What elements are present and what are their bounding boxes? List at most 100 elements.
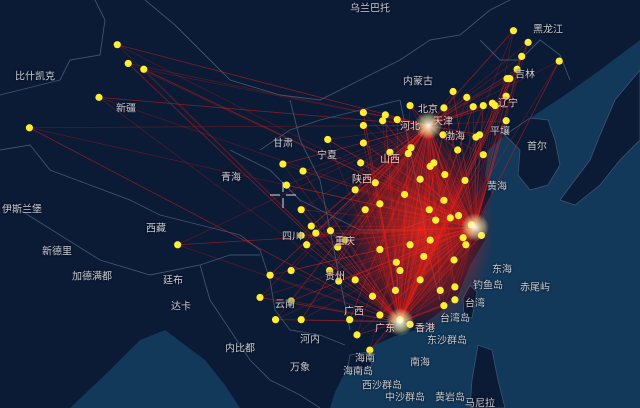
city-dot[interactable]	[509, 27, 518, 35]
city-dot[interactable]	[346, 316, 354, 324]
city-dot[interactable]	[555, 57, 563, 65]
city-dot[interactable]	[379, 117, 387, 125]
city-dot[interactable]	[430, 159, 438, 167]
city-dot[interactable]	[393, 115, 401, 124]
city-dot[interactable]	[287, 266, 295, 275]
city-dot[interactable]	[425, 206, 433, 214]
city-dot[interactable]	[440, 196, 448, 204]
city-dot[interactable]	[376, 311, 384, 319]
city-dot[interactable]	[479, 151, 487, 159]
city-dot[interactable]	[451, 296, 459, 304]
city-dot[interactable]	[407, 144, 415, 152]
city-dot[interactable]	[113, 41, 121, 49]
city-dot[interactable]	[312, 229, 320, 237]
city-dot[interactable]	[366, 346, 374, 354]
city-dot[interactable]	[376, 245, 384, 254]
city-dot[interactable]	[396, 266, 404, 275]
city-dot[interactable]	[392, 258, 400, 266]
city-dot[interactable]	[461, 176, 469, 185]
place-label: 辽宁	[498, 98, 518, 110]
city-dot[interactable]	[359, 121, 367, 130]
city-dot[interactable]	[386, 148, 394, 156]
city-dot[interactable]	[353, 331, 361, 339]
city-dot[interactable]	[351, 276, 359, 284]
place-label: 平壤	[490, 126, 510, 138]
city-dot[interactable]	[297, 206, 305, 214]
city-dot[interactable]	[446, 214, 454, 222]
city-dot[interactable]	[479, 101, 487, 110]
city-dot[interactable]	[462, 241, 470, 249]
city-dot[interactable]	[426, 236, 434, 244]
city-dot[interactable]	[432, 216, 440, 224]
city-dot[interactable]	[359, 108, 367, 117]
place-label: 北京	[418, 104, 438, 116]
city-dot[interactable]	[368, 292, 377, 300]
city-dot[interactable]	[335, 277, 343, 285]
city-dot[interactable]	[359, 139, 367, 147]
city-dot[interactable]	[124, 59, 132, 68]
city-dot[interactable]	[469, 103, 477, 111]
city-dot[interactable]	[463, 93, 471, 101]
city-dot[interactable]	[391, 286, 400, 295]
city-dot[interactable]	[404, 149, 412, 158]
city-dot[interactable]	[441, 170, 449, 179]
city-dot[interactable]	[440, 104, 448, 112]
city-dot[interactable]	[436, 286, 444, 295]
city-dot[interactable]	[454, 211, 463, 220]
city-dot[interactable]	[416, 175, 424, 183]
hub-glow-1[interactable]	[461, 213, 490, 242]
city-dot[interactable]	[451, 283, 459, 291]
city-dot[interactable]	[381, 111, 389, 119]
city-dot[interactable]	[416, 276, 424, 284]
city-dot[interactable]	[326, 227, 335, 235]
city-dot[interactable]	[439, 131, 447, 139]
city-dot[interactable]	[341, 236, 349, 244]
city-dot[interactable]	[271, 316, 280, 324]
city-dot[interactable]	[307, 222, 315, 230]
place-label: 西藏	[146, 223, 166, 235]
city-dot[interactable]	[361, 206, 369, 214]
city-dot[interactable]	[472, 133, 480, 141]
city-dot[interactable]	[400, 190, 409, 199]
city-dot[interactable]	[454, 146, 462, 154]
city-dot[interactable]	[488, 99, 497, 107]
city-dot[interactable]	[174, 241, 182, 249]
place-label: 黄岩岛	[435, 392, 465, 404]
city-dot[interactable]	[376, 200, 384, 208]
city-dot[interactable]	[502, 92, 510, 100]
hub-glow-2[interactable]	[386, 308, 414, 336]
city-dot[interactable]	[297, 231, 305, 240]
city-dot[interactable]	[406, 101, 414, 110]
city-dot[interactable]	[282, 181, 291, 189]
city-dot[interactable]	[449, 87, 457, 96]
city-dot[interactable]	[287, 297, 295, 305]
city-dot[interactable]	[357, 159, 365, 167]
city-dot[interactable]	[266, 271, 274, 279]
city-dot[interactable]	[513, 65, 521, 73]
city-dot[interactable]	[256, 293, 264, 302]
city-dot[interactable]	[524, 38, 532, 46]
city-dot[interactable]	[95, 93, 103, 101]
hub-glow-0[interactable]	[414, 111, 443, 140]
city-dot[interactable]	[303, 241, 311, 249]
city-dot[interactable]	[324, 135, 332, 144]
city-dot[interactable]	[406, 241, 414, 249]
city-dot[interactable]	[325, 266, 334, 275]
city-dot[interactable]	[297, 316, 305, 324]
borders	[0, 0, 571, 408]
city-dot[interactable]	[450, 256, 458, 264]
city-dot[interactable]	[440, 302, 448, 310]
city-dot[interactable]	[25, 124, 34, 132]
city-dot[interactable]	[502, 117, 510, 125]
city-dot[interactable]	[518, 52, 526, 61]
city-dot[interactable]	[371, 179, 379, 187]
city-dot[interactable]	[334, 243, 342, 251]
city-dot[interactable]	[279, 160, 287, 168]
city-dot[interactable]	[140, 65, 148, 73]
city-dot[interactable]	[506, 75, 514, 83]
city-dot[interactable]	[420, 252, 428, 261]
city-dot[interactable]	[351, 186, 359, 194]
city-dot[interactable]	[299, 167, 307, 175]
